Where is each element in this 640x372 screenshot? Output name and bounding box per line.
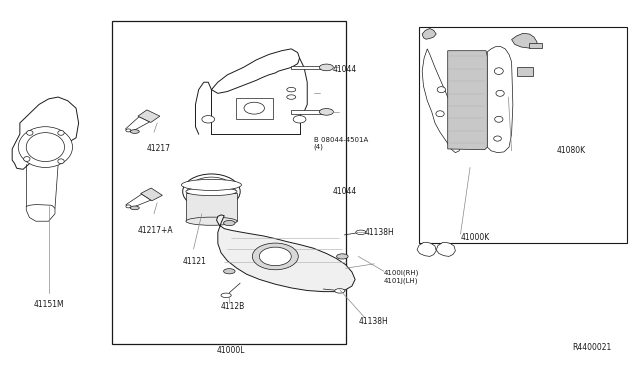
Ellipse shape — [454, 139, 461, 144]
Ellipse shape — [293, 116, 306, 123]
Ellipse shape — [337, 254, 348, 259]
Polygon shape — [448, 51, 487, 150]
Ellipse shape — [451, 132, 458, 137]
Polygon shape — [126, 194, 151, 208]
Polygon shape — [422, 29, 436, 39]
Ellipse shape — [221, 293, 231, 298]
Bar — [419, 27, 627, 243]
Polygon shape — [125, 117, 150, 132]
Text: 41217+A: 41217+A — [138, 226, 173, 235]
Ellipse shape — [494, 68, 503, 74]
Polygon shape — [26, 205, 55, 221]
Text: 41000L: 41000L — [216, 346, 245, 355]
Text: 41000K: 41000K — [461, 233, 490, 243]
Ellipse shape — [223, 269, 235, 274]
Ellipse shape — [244, 102, 264, 114]
Text: 41080K: 41080K — [556, 146, 586, 155]
Ellipse shape — [202, 116, 214, 123]
Polygon shape — [487, 46, 513, 153]
Bar — [529, 42, 542, 48]
Text: 41138H: 41138H — [365, 228, 394, 237]
Text: 41044: 41044 — [333, 187, 357, 196]
Text: 41138H: 41138H — [358, 317, 388, 326]
Ellipse shape — [182, 174, 240, 209]
Ellipse shape — [131, 130, 140, 134]
Ellipse shape — [493, 136, 501, 141]
Ellipse shape — [131, 206, 140, 210]
Text: R4400021: R4400021 — [572, 343, 611, 352]
Text: 41217: 41217 — [147, 144, 170, 153]
Bar — [516, 67, 532, 76]
Ellipse shape — [496, 90, 504, 96]
Bar — [236, 98, 273, 119]
Ellipse shape — [319, 109, 333, 115]
Ellipse shape — [126, 205, 131, 208]
Ellipse shape — [27, 131, 33, 135]
Bar — [113, 21, 346, 343]
Text: 4112B: 4112B — [221, 302, 245, 311]
Text: 41121: 41121 — [182, 257, 207, 266]
Polygon shape — [417, 242, 436, 256]
Ellipse shape — [335, 289, 345, 293]
Ellipse shape — [186, 217, 237, 225]
Text: B 08044-4501A
(4): B 08044-4501A (4) — [314, 137, 368, 150]
Polygon shape — [216, 215, 355, 292]
Text: 41151M: 41151M — [33, 300, 64, 309]
Text: 4100I(RH)
4101J(LH): 4100I(RH) 4101J(LH) — [384, 270, 419, 284]
Ellipse shape — [186, 187, 237, 196]
Polygon shape — [141, 188, 163, 201]
Ellipse shape — [319, 64, 333, 71]
Ellipse shape — [181, 179, 241, 190]
Ellipse shape — [252, 243, 298, 270]
Ellipse shape — [126, 129, 131, 132]
Ellipse shape — [58, 131, 64, 135]
Ellipse shape — [287, 87, 296, 92]
Ellipse shape — [495, 116, 503, 122]
Ellipse shape — [259, 247, 291, 266]
Polygon shape — [138, 110, 160, 122]
Ellipse shape — [58, 159, 64, 164]
Ellipse shape — [356, 230, 366, 235]
Polygon shape — [436, 242, 456, 256]
Polygon shape — [422, 49, 462, 153]
Ellipse shape — [188, 177, 236, 206]
Polygon shape — [511, 33, 537, 48]
Ellipse shape — [437, 87, 445, 93]
Text: 41044: 41044 — [333, 65, 357, 74]
Polygon shape — [291, 110, 326, 114]
Polygon shape — [291, 65, 326, 69]
Ellipse shape — [26, 133, 65, 161]
Ellipse shape — [436, 111, 444, 117]
Polygon shape — [12, 97, 79, 169]
Polygon shape — [186, 193, 237, 221]
Ellipse shape — [223, 221, 235, 226]
Ellipse shape — [24, 157, 30, 161]
Ellipse shape — [287, 95, 296, 99]
Ellipse shape — [19, 127, 72, 167]
